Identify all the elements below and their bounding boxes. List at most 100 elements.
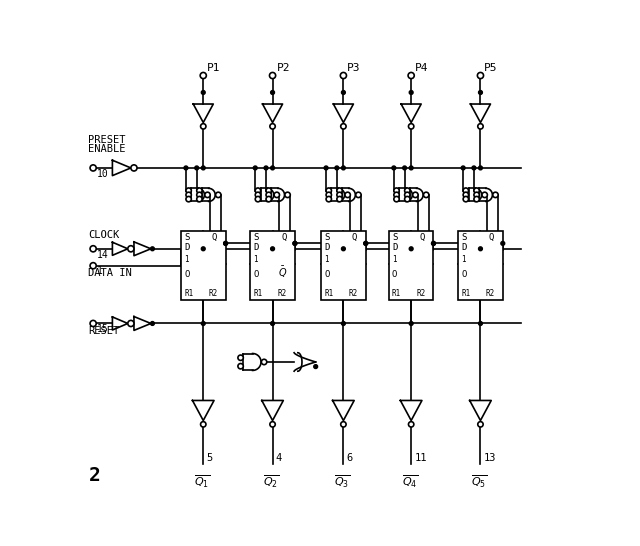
Text: 1: 1 <box>97 266 103 276</box>
Circle shape <box>202 322 205 325</box>
Text: R1: R1 <box>461 289 470 298</box>
Circle shape <box>345 192 350 198</box>
Circle shape <box>269 73 276 79</box>
Text: PRESET: PRESET <box>88 134 125 145</box>
Text: P3: P3 <box>348 63 361 73</box>
Circle shape <box>128 246 134 252</box>
Text: 5: 5 <box>206 453 212 462</box>
Text: $\overline{Q_3}$: $\overline{Q_3}$ <box>334 473 350 490</box>
Circle shape <box>431 241 435 245</box>
Circle shape <box>293 241 297 245</box>
Circle shape <box>202 91 205 94</box>
Text: D: D <box>461 244 467 252</box>
Circle shape <box>340 123 346 129</box>
Circle shape <box>90 263 96 269</box>
Circle shape <box>90 321 96 327</box>
Circle shape <box>479 322 483 325</box>
Circle shape <box>335 166 339 170</box>
Circle shape <box>271 91 275 94</box>
Text: 11: 11 <box>414 453 427 462</box>
Circle shape <box>408 73 414 79</box>
Circle shape <box>493 192 498 198</box>
Text: $\overline{Q_2}$: $\overline{Q_2}$ <box>263 473 279 490</box>
Circle shape <box>271 322 275 325</box>
Text: R2: R2 <box>486 289 495 298</box>
Circle shape <box>478 123 483 129</box>
Text: CLOCK: CLOCK <box>88 230 119 240</box>
Circle shape <box>205 192 210 198</box>
Circle shape <box>409 322 413 325</box>
Circle shape <box>186 188 191 193</box>
Circle shape <box>356 192 361 198</box>
Text: Q: Q <box>420 233 425 241</box>
Circle shape <box>150 247 154 251</box>
Text: Q: Q <box>352 233 357 241</box>
Circle shape <box>340 73 346 79</box>
Circle shape <box>285 192 291 198</box>
Circle shape <box>195 166 198 170</box>
Circle shape <box>238 364 243 369</box>
Text: R2: R2 <box>349 289 358 298</box>
Circle shape <box>342 322 346 325</box>
Circle shape <box>404 197 410 202</box>
Circle shape <box>403 166 406 170</box>
Circle shape <box>196 197 202 202</box>
Circle shape <box>472 166 476 170</box>
Text: O: O <box>184 270 189 278</box>
Text: ENABLE: ENABLE <box>88 144 125 154</box>
Circle shape <box>266 197 271 202</box>
Circle shape <box>479 91 483 94</box>
Circle shape <box>431 241 435 245</box>
Circle shape <box>413 192 418 198</box>
Circle shape <box>461 166 465 170</box>
Circle shape <box>196 192 202 198</box>
Text: R1: R1 <box>184 289 193 298</box>
Text: Q: Q <box>281 233 287 241</box>
Circle shape <box>364 241 367 245</box>
Text: $\bar{Q}$: $\bar{Q}$ <box>278 265 287 280</box>
Circle shape <box>478 422 483 427</box>
Circle shape <box>477 73 484 79</box>
Circle shape <box>202 247 205 251</box>
Circle shape <box>463 192 468 198</box>
Text: P4: P4 <box>415 63 429 73</box>
Circle shape <box>340 422 346 427</box>
Circle shape <box>409 166 413 170</box>
Circle shape <box>474 188 479 193</box>
Circle shape <box>324 166 328 170</box>
Text: 14: 14 <box>97 250 109 260</box>
Circle shape <box>90 165 96 171</box>
Circle shape <box>408 123 414 129</box>
Circle shape <box>186 197 191 202</box>
Text: 4: 4 <box>276 453 282 462</box>
Text: S: S <box>184 233 189 241</box>
Circle shape <box>463 188 468 193</box>
Text: 1: 1 <box>461 254 466 264</box>
Text: RESET: RESET <box>88 327 119 336</box>
Bar <box>389 231 433 300</box>
Circle shape <box>238 355 243 360</box>
Circle shape <box>337 188 342 193</box>
Circle shape <box>474 192 479 198</box>
Circle shape <box>261 359 267 365</box>
Circle shape <box>364 241 367 245</box>
Circle shape <box>200 123 206 129</box>
Text: 6: 6 <box>346 453 353 462</box>
Circle shape <box>270 422 275 427</box>
Text: $\overline{Q_1}$: $\overline{Q_1}$ <box>194 473 210 490</box>
Text: 10: 10 <box>97 169 109 179</box>
Text: O: O <box>392 270 397 278</box>
Circle shape <box>342 91 346 94</box>
Circle shape <box>223 241 227 245</box>
Circle shape <box>200 73 206 79</box>
Circle shape <box>394 197 399 202</box>
Circle shape <box>293 241 297 245</box>
Text: S: S <box>392 233 397 241</box>
Circle shape <box>255 188 260 193</box>
Text: P5: P5 <box>484 63 498 73</box>
Circle shape <box>479 247 483 251</box>
Circle shape <box>264 166 268 170</box>
Text: R1: R1 <box>392 289 401 298</box>
Text: 15: 15 <box>97 324 109 334</box>
Circle shape <box>424 192 429 198</box>
